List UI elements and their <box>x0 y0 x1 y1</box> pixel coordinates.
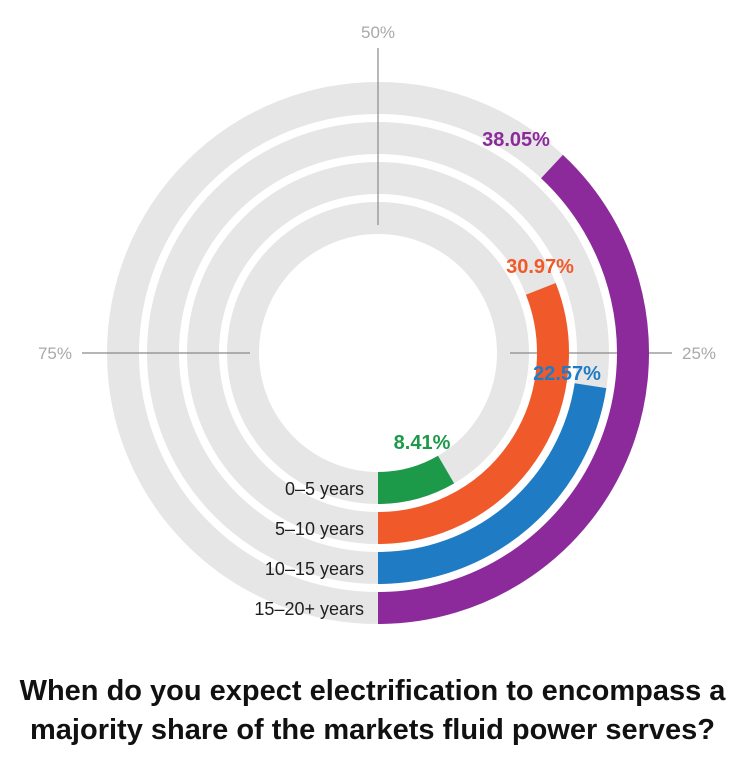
category-label-15-20-years: 15–20+ years <box>254 599 364 619</box>
category-label-5-10-years: 5–10 years <box>275 519 364 539</box>
value-label-10-15-years: 22.57% <box>533 363 601 385</box>
bar-10-15-years <box>377 383 607 584</box>
category-labels: 0–5 years 5–10 years 10–15 years 15–20+ yea… <box>254 479 364 619</box>
ring-track-0-5-years <box>227 202 529 504</box>
value-label-15-20-years: 38.05% <box>482 129 550 151</box>
category-label-10-15-years: 10–15 years <box>265 559 364 579</box>
tick-label-50: 50% <box>361 23 395 42</box>
value-labels: 8.41% 30.97% 22.57% 38.05% <box>394 129 601 454</box>
bar-0-5-years <box>377 455 455 504</box>
axis-tick-labels: 25% 50% 75% <box>38 23 716 363</box>
value-label-0-5-years: 8.41% <box>394 432 451 454</box>
bar-15-20-years <box>377 154 649 624</box>
tick-label-75: 75% <box>38 344 72 363</box>
value-arcs <box>377 154 649 624</box>
bar-5-10-years <box>377 283 569 544</box>
tick-label-25: 25% <box>682 344 716 363</box>
chart-title: When do you expect electrification to en… <box>19 675 726 746</box>
value-label-5-10-years: 30.97% <box>506 256 574 278</box>
category-label-0-5-years: 0–5 years <box>285 479 364 499</box>
radial-bar-chart: 25% 50% 75% 0–5 years 5–10 years 10–15 years… <box>38 23 716 624</box>
